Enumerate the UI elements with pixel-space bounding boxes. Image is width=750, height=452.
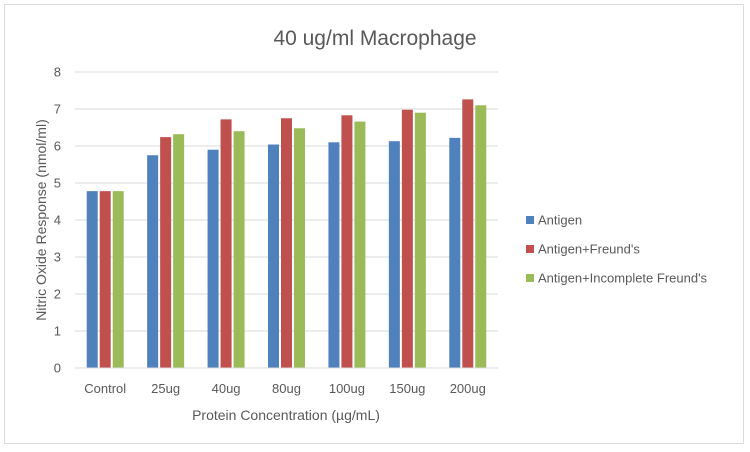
bar-40ug-series-3 (233, 131, 245, 368)
bar-control-series-3 (112, 191, 124, 368)
x-tick-label: 150ug (389, 381, 425, 396)
y-tick-label: 6 (54, 139, 61, 154)
legend-entry: Antigen+Incomplete Freund's (538, 271, 708, 286)
legend-swatch (526, 245, 534, 253)
x-tick-label: Control (84, 381, 126, 396)
y-tick-label: 3 (54, 250, 61, 265)
x-tick-label: 200ug (450, 381, 486, 396)
bar-200ug-series-2 (462, 99, 474, 368)
legend-swatch (526, 274, 534, 282)
y-tick-label: 8 (54, 65, 61, 80)
legend-entry: Antigen+Freund's (538, 242, 640, 257)
bar-25ug-series-1 (147, 155, 159, 368)
bar-80ug-series-2 (281, 118, 292, 368)
bar-100ug-series-1 (328, 142, 340, 368)
y-tick-label: 0 (54, 361, 61, 376)
y-axis-label: Nitric Oxide Response (nmol/ml) (33, 119, 49, 321)
x-tick-label: 25ug (151, 381, 180, 396)
bar-200ug-series-1 (449, 137, 461, 368)
bar-150ug-series-1 (388, 141, 400, 368)
y-tick-label: 1 (54, 324, 61, 339)
bar-100ug-series-2 (341, 115, 353, 368)
bar-80ug-series-1 (268, 144, 279, 368)
legend-swatch (526, 216, 534, 224)
y-tick-label: 5 (54, 176, 61, 191)
x-axis-label: Protein Concentration (µg/mL) (192, 407, 380, 423)
chart-title: 40 ug/ml Macrophage (273, 27, 476, 50)
bar-25ug-series-2 (160, 137, 172, 368)
bar-control-series-1 (86, 191, 98, 368)
x-tick-label: 40ug (212, 381, 241, 396)
bar-100ug-series-3 (354, 121, 366, 368)
x-tick-label: 80ug (272, 381, 301, 396)
bar-25ug-series-3 (173, 134, 185, 368)
bar-40ug-series-2 (220, 119, 232, 368)
x-axis-ticks: Control 25ug 40ug 80ug 100ug 150ug 200ug (84, 381, 486, 396)
y-tick-label: 2 (54, 287, 61, 302)
x-tick-label: 100ug (329, 381, 365, 396)
legend: Antigen Antigen+Freund's Antigen+Incomplet… (526, 213, 708, 286)
bar-150ug-series-2 (401, 109, 413, 369)
bar-200ug-series-3 (475, 105, 487, 369)
chart-frame (4, 4, 744, 444)
bar-150ug-series-3 (414, 112, 426, 368)
bars (86, 99, 487, 369)
bar-control-series-2 (99, 191, 111, 368)
bar-80ug-series-3 (294, 128, 305, 368)
y-tick-label: 7 (54, 102, 61, 117)
y-axis-ticks: 0 1 2 3 4 5 6 7 8 (54, 65, 61, 376)
y-tick-label: 4 (54, 213, 61, 228)
bar-40ug-series-1 (207, 149, 219, 368)
legend-entry: Antigen (538, 213, 582, 228)
